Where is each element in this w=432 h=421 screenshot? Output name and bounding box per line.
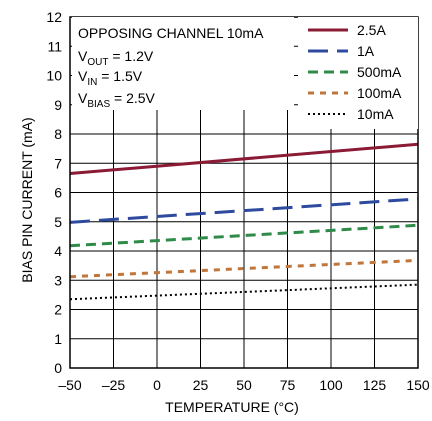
legend-label: 2.5A (357, 22, 386, 38)
annotation-background (72, 17, 294, 110)
y-tick-label: 12 (46, 9, 62, 25)
legend-label: 100mA (357, 85, 402, 101)
legend: 2.5A 1A 500mA 100mA 10mA (298, 17, 418, 129)
y-axis-title: BIAS PIN CURRENT (mA) (19, 117, 35, 282)
y-tick-label: 4 (54, 243, 62, 259)
y-tick-label: 10 (46, 68, 62, 84)
y-tick-label: 11 (47, 38, 62, 54)
series-line-10ma (69, 283, 419, 301)
x-tick-label: 150 (406, 377, 430, 393)
x-tick-labels: –50 –25 0 25 50 75 100 125 150 (58, 377, 430, 393)
y-tick-label: 7 (54, 155, 62, 171)
x-tick-label: 125 (363, 377, 387, 393)
series-line-2.5a (69, 142, 419, 175)
legend-label: 1A (357, 43, 375, 59)
series-line-100ma (69, 258, 419, 279)
annotation-vin: VIN = 1.5V (78, 68, 143, 88)
x-tick-label: 75 (280, 377, 296, 393)
legend-label: 500mA (357, 64, 402, 80)
x-tick-label: 50 (236, 377, 252, 393)
x-tick-label: 100 (319, 377, 343, 393)
y-tick-label: 8 (54, 126, 62, 142)
series-line-500ma (69, 223, 419, 248)
x-tick-label: –25 (102, 377, 126, 393)
annotation-vbias: VBIAS = 2.5V (78, 90, 156, 110)
series-layer (69, 142, 419, 301)
legend-label: 10mA (357, 106, 394, 122)
x-tick-label: –50 (58, 377, 82, 393)
x-axis-title: TEMPERATURE (°C) (165, 399, 299, 415)
y-tick-label: 1 (54, 331, 62, 347)
series-line-1a (69, 197, 419, 224)
y-tick-label: 6 (54, 185, 62, 201)
y-tick-label: 0 (54, 360, 62, 376)
y-tick-label: 5 (54, 214, 62, 230)
conditions-annotation: OPPOSING CHANNEL 10mA VOUT = 1.2V VIN = … (72, 17, 294, 110)
annotation-opposing-channel: OPPOSING CHANNEL 10mA (78, 25, 264, 41)
y-tick-label: 3 (54, 272, 62, 288)
x-tick-label: 25 (193, 377, 209, 393)
x-tick-label: 0 (153, 377, 161, 393)
annotation-vout: VOUT = 1.2V (78, 48, 154, 68)
y-tick-label: 9 (54, 97, 62, 113)
y-tick-label: 2 (54, 302, 62, 318)
